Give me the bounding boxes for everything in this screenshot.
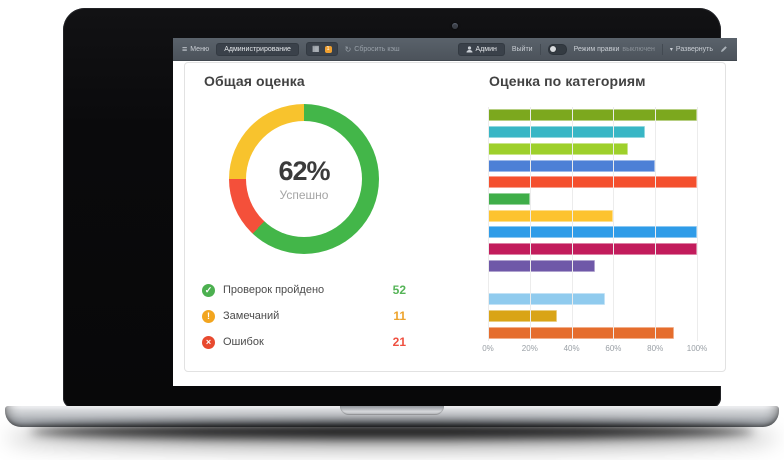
clear-cache-label: Сбросить кэш [354,45,400,53]
bar [488,226,697,239]
bar-row [488,241,697,258]
bar-row [488,224,697,241]
user-button[interactable]: Админ [457,42,505,56]
grid-icon: ▦ [311,44,320,53]
refresh-icon: ↻ [344,44,352,54]
overall-score-legend: ✓ Проверок пройдено 52! Замечаний 11 × Ошибок 2… [202,277,406,355]
gridline [697,107,698,341]
hamburger-icon: ≡ [182,43,188,54]
bar [488,142,629,155]
legend-label: Ошибок [223,336,264,348]
menu-label: Меню [190,45,210,53]
gridline [571,107,573,341]
cross-circle-icon: × [202,335,215,349]
overall-score-title: Общая оценка [204,73,305,89]
laptop-screen: ≡ Меню Администрирование ▦ 1 ↻ Сбросить … [63,8,737,408]
gridline [613,107,615,341]
x-tick-label: 0% [482,344,494,353]
bar-row [488,324,697,341]
legend-label: Проверок пройдено [223,284,325,296]
admin-label: Администрирование [224,45,291,53]
navbar-divider [539,43,541,55]
menu-button[interactable]: ≡ Меню [182,43,210,54]
expand-label: Развернуть [675,45,713,53]
bar [488,243,697,256]
donut-center: 62% Успешно [246,121,362,237]
chevron-down-icon: ▾ [669,46,673,53]
user-label: Админ [475,45,497,53]
gridline [488,107,489,341]
edit-pencil-icon[interactable] [720,45,728,53]
bar [488,293,606,306]
bar-row [488,107,697,124]
bar [488,109,697,122]
bar-row [488,174,697,191]
bar-row [488,274,697,291]
categories-bar-chart [488,107,698,341]
apps-button[interactable]: ▦ 1 [305,42,338,56]
x-axis-ticks: 0% 20% 40% 60% 80% 100% [482,344,707,354]
screen-content: ≡ Меню Администрирование ▦ 1 ↻ Сбросить … [173,38,737,386]
navbar-divider [661,43,663,55]
categories-title: Оценка по категориям [489,73,646,89]
top-navbar: ≡ Меню Администрирование ▦ 1 ↻ Сбросить … [173,38,737,61]
bar [488,309,557,322]
bar-row [488,191,697,208]
exclamation-circle-icon: ! [202,309,215,323]
bar [488,126,645,139]
edit-mode-toggle[interactable] [547,43,567,55]
expand-button[interactable]: ▾ Развернуть [670,46,713,53]
x-tick-label: 80% [647,344,664,353]
notification-badge: 1 [324,45,332,53]
bar-row [488,124,697,141]
admin-section-button[interactable]: Администрирование [216,42,299,56]
bar [488,192,530,205]
dashboard-card: Общая оценка 62% Успешно ✓ Проверок пройд… [184,62,726,372]
bar-row [488,257,697,274]
camera-dot [452,23,458,29]
legend-row: ! Замечаний 11 [202,303,406,329]
bar [488,259,595,272]
edit-mode-label: Режим правки [573,45,620,53]
donut-percent-value: 62% [278,156,330,186]
bar-row [488,207,697,224]
overall-score-donut-chart: 62% Успешно [229,104,379,254]
x-tick-label: 100% [686,344,708,353]
x-tick-label: 20% [521,344,538,353]
bar [488,326,674,339]
edit-mode-state: выключен [622,45,655,53]
bar-row [488,308,697,325]
legend-value: 21 [392,335,406,349]
edit-mode-status: Режим правки выключен [574,46,655,53]
navbar-right-group: Админ Выйти Режим правки выключен ▾ Разв… [457,42,728,56]
legend-value: 52 [392,283,406,297]
bar-row [488,157,697,174]
legend-value: 11 [393,309,406,323]
legend-row: ✓ Проверок пройдено 52 [202,277,406,303]
bar [488,176,697,189]
laptop-shadow [30,424,754,439]
logout-button[interactable]: Выйти [512,46,533,53]
laptop-notch [340,406,444,415]
bar [488,209,614,222]
logout-label: Выйти [511,45,533,53]
bar-row [488,140,697,157]
user-icon [466,45,473,53]
gridline [655,107,657,341]
legend-row: × Ошибок 21 [202,329,406,355]
donut-percent-caption: Успешно [279,188,329,202]
gridline [529,107,531,341]
laptop-shadow-soft [6,428,778,448]
clear-cache-button[interactable]: ↻ Сбросить кэш [344,44,400,54]
laptop-base [5,406,779,427]
legend-label: Замечаний [223,310,280,322]
bar-row [488,291,697,308]
check-circle-icon: ✓ [202,283,215,297]
toggle-knob [549,45,556,52]
x-tick-label: 40% [563,344,580,353]
x-tick-label: 60% [605,344,622,353]
bars-container [488,107,697,341]
